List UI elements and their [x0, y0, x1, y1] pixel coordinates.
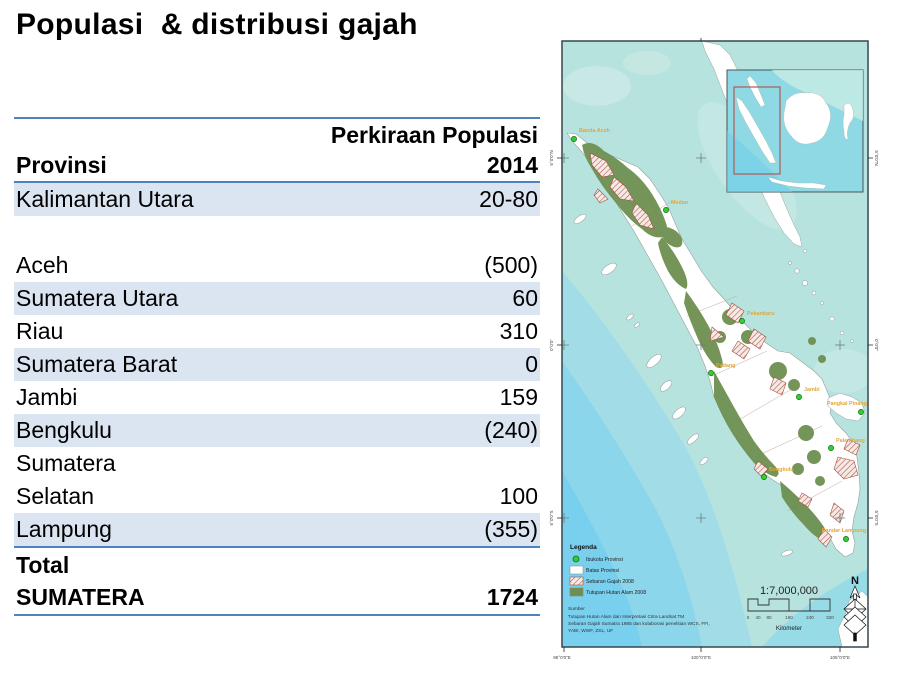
table-header-provinsi: Provinsi — [16, 152, 107, 178]
svg-text:105°0'0"E: 105°0'0"E — [830, 655, 850, 660]
table-header: Perkiraan Populasi Provinsi 2014 — [14, 117, 540, 183]
table-header-year: 2014 — [486, 152, 538, 178]
legend-elephant-swatch — [569, 576, 584, 586]
frame-ticks — [557, 37, 873, 652]
sumatra-distribution-map: Banda Aceh Medan Pekanbaru Padang Jambi … — [540, 37, 896, 672]
north-arrow-icon: N — [843, 575, 867, 642]
scale-unit: Kilometer — [776, 625, 802, 632]
table-row: Kalimantan Utara 20-80 — [14, 183, 540, 216]
map-source-note: Sumber Tutupan Hutan Alam dan Interpreta… — [568, 606, 710, 634]
table-row: Sumatera Barat 0 — [14, 348, 540, 381]
population-table: Perkiraan Populasi Provinsi 2014 Kaliman… — [14, 117, 540, 616]
table-row: Aceh (500) — [16, 252, 538, 278]
svg-text:Sebaran Gajah Sumatra 1985 dan: Sebaran Gajah Sumatra 1985 dan kolaboras… — [568, 621, 710, 627]
riau-islands — [788, 261, 854, 343]
svg-text:Sumber: Sumber — [568, 606, 585, 612]
legend-province-swatch — [569, 565, 584, 575]
west-islands — [573, 214, 793, 557]
svg-text:5°0'0"N: 5°0'0"N — [549, 150, 554, 165]
city-label: Palembang — [836, 438, 865, 444]
legend-item-label: Tutupan Hutan Alam 2008 — [586, 590, 646, 596]
inset-extent-rectangle — [733, 86, 781, 175]
city-dot — [796, 394, 802, 400]
city-dot — [761, 474, 767, 480]
svg-text:Tutupan Hutan Alam dan Interpr: Tutupan Hutan Alam dan Interpretasi Citr… — [568, 614, 684, 620]
page-title: Populasi & distribusi gajah — [16, 8, 418, 41]
table-row: Lampung (355) — [14, 513, 540, 546]
svg-text:240: 240 — [806, 615, 814, 620]
legend-item-label: Ibukota Provinsi — [586, 557, 623, 563]
svg-text:100°0'0"E: 100°0'0"E — [691, 655, 711, 660]
city-label: Banda Aceh — [579, 128, 610, 134]
city-dot — [708, 370, 714, 376]
svg-text:N: N — [851, 575, 859, 587]
svg-text:5°0'0"N: 5°0'0"N — [874, 150, 879, 165]
cities: Banda Aceh Medan Pekanbaru Padang Jambi … — [571, 128, 867, 542]
svg-text:160: 160 — [785, 615, 793, 620]
svg-text:95°0'0"E: 95°0'0"E — [553, 655, 571, 660]
svg-text:0°0'0": 0°0'0" — [874, 339, 879, 351]
table-row: Sumatera Utara 60 — [14, 282, 540, 315]
inset-map — [726, 69, 864, 193]
map-frame — [561, 40, 869, 648]
map-svg: Banda Aceh Medan Pekanbaru Padang Jambi … — [549, 37, 879, 660]
table-row: Riau 310 — [16, 318, 538, 344]
city-dot — [739, 318, 745, 324]
svg-text:YABI, WWF, ZSL, UF: YABI, WWF, ZSL, UF — [568, 628, 613, 634]
svg-text:0: 0 — [747, 615, 750, 620]
svg-text:0°0'0": 0°0'0" — [549, 339, 554, 351]
legend-forest-swatch — [569, 587, 584, 597]
city-dot — [843, 536, 849, 542]
table-header-line1: Perkiraan Populasi — [330, 122, 538, 148]
table-row: Sumatera Selatan 100 — [16, 450, 538, 509]
city-dot — [858, 409, 864, 415]
city-label: Bengkulu — [769, 467, 794, 473]
city-label: Pekanbaru — [747, 311, 775, 317]
table-row-spacer — [14, 216, 540, 249]
legend-city-swatch — [572, 555, 580, 563]
scale-ratio: 1:7,000,000 — [760, 585, 818, 597]
svg-text:80: 80 — [766, 615, 772, 620]
svg-text:40: 40 — [755, 615, 761, 620]
scale-bar: 1:7,000,000 0 40 80 160 240 320 Kilomete… — [747, 585, 835, 632]
svg-text:320: 320 — [826, 615, 834, 620]
city-label: Padang — [716, 363, 735, 369]
city-dot — [663, 207, 669, 213]
legend-item-label: Batas Provinsi — [586, 568, 619, 574]
city-label: Jambi — [804, 387, 820, 393]
coordinate-labels: 95°0'0"E 100°0'0"E 105°0'0"E 5°0'0"N 0°0… — [549, 150, 879, 660]
city-dot — [571, 136, 577, 142]
table-row: Bengkulu (240) — [14, 414, 540, 447]
sea-shade-bands — [562, 51, 868, 647]
svg-text:5°0'0"S: 5°0'0"S — [874, 510, 879, 525]
legend-item-label: Sebaran Gajah 2008 — [586, 579, 634, 585]
map-legend: Legenda Ibukota Provinsi Batas Provinsi … — [568, 544, 710, 634]
city-dot — [828, 445, 834, 451]
city-label: Pangkal Pinang — [827, 401, 867, 407]
bangka-island — [827, 392, 866, 422]
table-total-row: Total SUMATERA 1724 — [14, 546, 540, 616]
graticule-crosses — [562, 153, 845, 523]
svg-text:5°0'0"S: 5°0'0"S — [549, 510, 554, 525]
city-label: Medan — [671, 200, 688, 206]
legend-title: Legenda — [570, 544, 597, 551]
table-row: Jambi 159 — [16, 384, 538, 410]
city-label: Bandar Lampung — [822, 528, 866, 534]
